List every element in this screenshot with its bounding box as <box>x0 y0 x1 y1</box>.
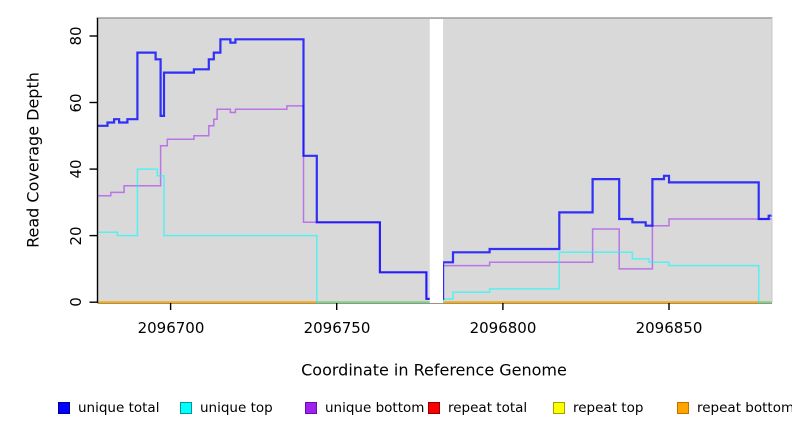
legend-label-unique-top: unique top <box>200 400 273 416</box>
legend-swatch-unique-bottom <box>305 402 317 414</box>
series-line-unique-top <box>97 168 772 303</box>
y-tick-label-80: 80 <box>67 26 85 46</box>
legend-swatch-repeat-bottom <box>677 402 689 414</box>
legend-item-repeat-bottom: repeat bottom <box>677 398 792 418</box>
legend: unique total unique top unique bottom re… <box>0 398 792 422</box>
y-tick-label-40: 40 <box>67 159 85 179</box>
legend-item-unique-top: unique top <box>180 398 273 418</box>
legend-swatch-repeat-total <box>428 402 440 414</box>
y-tick-label-0: 0 <box>67 297 85 307</box>
y-axis-title: Read Coverage Depth <box>23 72 43 248</box>
legend-label-repeat-top: repeat top <box>573 400 644 416</box>
legend-item-repeat-total: repeat total <box>428 398 527 418</box>
x-tick-label-2096800: 2096800 <box>469 319 537 337</box>
x-tick-label-2096700: 2096700 <box>137 319 205 337</box>
x-axis-title: Coordinate in Reference Genome <box>301 360 567 380</box>
legend-item-unique-total: unique total <box>58 398 159 418</box>
legend-swatch-unique-top <box>180 402 192 414</box>
series-line-unique-total <box>97 38 772 300</box>
x-tick-label-2096750: 2096750 <box>303 319 371 337</box>
legend-item-repeat-top: repeat top <box>553 398 643 418</box>
legend-label-unique-total: unique total <box>78 400 160 416</box>
legend-item-unique-bottom: unique bottom <box>305 398 424 418</box>
y-tick-label-20: 20 <box>67 226 85 246</box>
legend-label-repeat-total: repeat total <box>448 400 528 416</box>
series-line-unique-bottom <box>97 105 772 300</box>
legend-swatch-repeat-top <box>553 402 565 414</box>
masked-gap-region <box>429 19 444 303</box>
y-tick-label-60: 60 <box>67 93 85 113</box>
legend-swatch-unique-total <box>58 402 70 414</box>
legend-label-repeat-bottom: repeat bottom <box>697 400 792 416</box>
legend-label-unique-bottom: unique bottom <box>325 400 425 416</box>
x-tick-label-2096850: 2096850 <box>635 319 703 337</box>
